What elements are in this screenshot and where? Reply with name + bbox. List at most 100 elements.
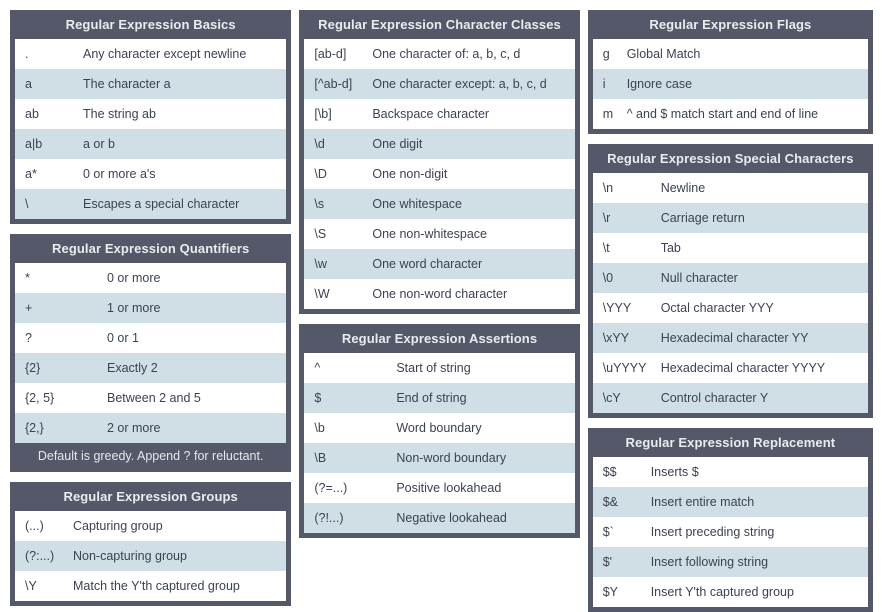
table-row: \uYYYY Hexadecimal character YYYY — [592, 353, 869, 383]
panel-title-replacement: Regular Expression Replacement — [588, 429, 873, 457]
table-row: a|b a or b — [15, 129, 287, 159]
row-description: Backspace character — [372, 107, 490, 121]
row-description: One character of: a, b, c, d — [372, 47, 521, 61]
table-row: m ^ and $ match start and end of line — [592, 99, 869, 129]
table-replacement: $$ Inserts $ $& Insert entire match $` Insert… — [592, 457, 869, 607]
table-row: $Y Insert Y'th captured group — [592, 577, 869, 607]
table-row: \ Escapes a special character — [15, 189, 287, 219]
table-row: [ab-d] One character of: a, b, c, d — [304, 39, 575, 69]
table-row: \s One whitespace — [304, 189, 575, 219]
row-description: Between 2 and 5 — [107, 391, 201, 405]
table-assertions: ^ Start of string $ End of string \b Word bou… — [304, 353, 575, 533]
row-description: The string ab — [83, 107, 156, 121]
row-token: a* — [25, 167, 37, 181]
table-row: \0 Null character — [592, 263, 869, 293]
quantifiers-footer-note: Default is greedy. Append ? for reluctan… — [11, 443, 291, 471]
row-description: Insert entire match — [650, 495, 755, 509]
row-description: Any character except newline — [83, 47, 247, 61]
panel-regex-special-characters: Regular Expression Special Characters \n… — [587, 144, 874, 418]
row-description: Inserts $ — [650, 465, 699, 479]
row-description: One digit — [372, 137, 423, 151]
table-row: a* 0 or more a's — [15, 159, 287, 189]
table-row: \B Non-word boundary — [304, 443, 575, 473]
row-token: \n — [602, 181, 614, 195]
table-row: ? 0 or 1 — [15, 323, 287, 353]
table-row: {2, 5} Between 2 and 5 — [15, 383, 287, 413]
table-row: {2,} 2 or more — [15, 413, 287, 443]
table-row: \w One word character — [304, 249, 575, 279]
row-description: 1 or more — [107, 301, 161, 315]
row-description: Exactly 2 — [107, 361, 158, 375]
table-row: (?=...) Positive lookahead — [304, 473, 575, 503]
table-row: \b Word boundary — [304, 413, 575, 443]
row-token: \S — [314, 227, 327, 241]
row-token: \s — [314, 197, 325, 211]
row-token: $' — [602, 555, 613, 569]
row-token: $Y — [602, 585, 618, 599]
table-row: ^ Start of string — [304, 353, 575, 383]
row-token: \uYYYY — [602, 361, 647, 375]
row-description: 2 or more — [107, 421, 161, 435]
table-groups: (...) Capturing group (?:...) Non-capturing… — [15, 511, 287, 601]
table-row: $' Insert following string — [592, 547, 869, 577]
row-description: Match the Y'th captured group — [73, 579, 240, 593]
row-description: Null character — [660, 271, 738, 285]
row-description: Positive lookahead — [396, 481, 502, 495]
row-description: Hexadecimal character YY — [660, 331, 809, 345]
table-row: $$ Inserts $ — [592, 457, 869, 487]
row-description: 0 or 1 — [107, 331, 139, 345]
table-row: (?!...) Negative lookahead — [304, 503, 575, 533]
row-token: {2,} — [25, 421, 44, 435]
row-token: [\b] — [314, 107, 332, 121]
column-left: Regular Expression Basics . Any character… — [10, 10, 292, 606]
table-row: \YYY Octal character YYY — [592, 293, 869, 323]
row-token: . — [25, 47, 29, 61]
panel-regex-replacement: Regular Expression Replacement $$ Inserts… — [587, 428, 874, 612]
table-row: \d One digit — [304, 129, 575, 159]
row-token: \W — [314, 287, 330, 301]
table-row: [\b] Backspace character — [304, 99, 575, 129]
row-description: Insert following string — [650, 555, 769, 569]
table-row: . Any character except newline — [15, 39, 287, 69]
column-right: Regular Expression Flags g Global Match i I… — [587, 10, 874, 612]
row-token: i — [602, 77, 606, 91]
row-description: One word character — [372, 257, 483, 271]
row-token: \d — [314, 137, 325, 151]
table-basics: . Any character except newline a The charac… — [15, 39, 287, 219]
row-description: End of string — [396, 391, 467, 405]
table-row: $& Insert entire match — [592, 487, 869, 517]
table-row: \t Tab — [592, 233, 869, 263]
row-token: \YYY — [602, 301, 632, 315]
table-row: +1 or more — [15, 293, 287, 323]
table-row: i Ignore case — [592, 69, 869, 99]
table-character-classes: [ab-d] One character of: a, b, c, d [^ab-d… — [304, 39, 575, 309]
row-description: Ignore case — [626, 77, 693, 91]
row-description: One non-word character — [372, 287, 508, 301]
row-description: Word boundary — [396, 421, 482, 435]
panel-title-assertions: Regular Expression Assertions — [300, 325, 579, 353]
row-description: Non-capturing group — [73, 549, 187, 563]
row-token: a|b — [25, 137, 43, 151]
row-token: $ — [314, 391, 322, 405]
row-token: $& — [602, 495, 618, 509]
table-row: \n Newline — [592, 173, 869, 203]
panel-title-character-classes: Regular Expression Character Classes — [300, 11, 579, 39]
table-row: \D One non-digit — [304, 159, 575, 189]
row-description: Start of string — [396, 361, 471, 375]
table-row: \r Carriage return — [592, 203, 869, 233]
row-token: (?:...) — [25, 549, 55, 563]
row-token: {2} — [25, 361, 41, 375]
row-token: [^ab-d] — [314, 77, 353, 91]
row-description: Insert preceding string — [650, 525, 775, 539]
row-description: ^ and $ match start and end of line — [626, 107, 819, 121]
row-token: \ — [25, 197, 29, 211]
row-description: One non-digit — [372, 167, 448, 181]
table-row: $ End of string — [304, 383, 575, 413]
row-description: One non-whitespace — [372, 227, 487, 241]
row-description: Global Match — [626, 47, 701, 61]
row-description: Control character Y — [660, 391, 769, 405]
row-token: (?=...) — [314, 481, 348, 495]
row-token: \B — [314, 451, 327, 465]
table-row: \Y Match the Y'th captured group — [15, 571, 287, 601]
